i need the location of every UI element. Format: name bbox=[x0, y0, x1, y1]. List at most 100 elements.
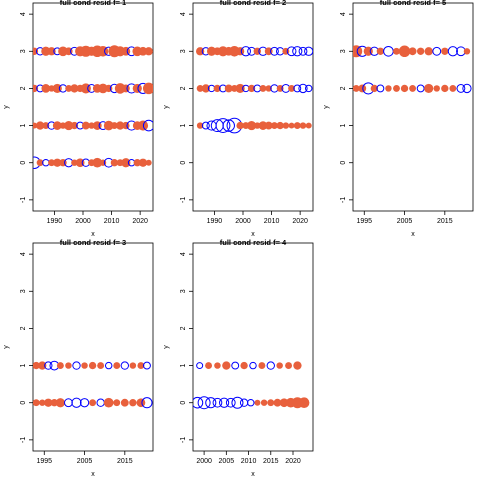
point-negative bbox=[225, 397, 236, 408]
points bbox=[196, 45, 313, 134]
y-tick-label: 0 bbox=[20, 161, 27, 165]
point-positive bbox=[265, 85, 272, 92]
point-positive bbox=[44, 398, 53, 407]
point-positive bbox=[393, 47, 400, 55]
x-tick-label: 2005 bbox=[397, 218, 413, 225]
y-tick-label: -1 bbox=[20, 197, 27, 203]
x-tick-label: 2005 bbox=[219, 458, 235, 465]
point-negative bbox=[239, 398, 249, 407]
point-positive bbox=[129, 362, 137, 369]
point-positive bbox=[400, 84, 409, 93]
point-positive bbox=[144, 47, 153, 56]
point-positive bbox=[142, 82, 153, 95]
point-negative bbox=[205, 397, 217, 409]
y-tick-label: 4 bbox=[340, 12, 347, 16]
point-positive bbox=[463, 48, 471, 55]
point-positive bbox=[424, 47, 433, 56]
point-positive bbox=[120, 398, 129, 407]
y-axis-label: y bbox=[3, 105, 10, 109]
y-tick-label: 0 bbox=[180, 401, 187, 405]
point-positive bbox=[267, 399, 275, 407]
x-tick-label: 2000 bbox=[196, 458, 212, 465]
point-positive bbox=[270, 122, 278, 130]
point-positive bbox=[103, 120, 114, 131]
point-negative bbox=[286, 46, 297, 57]
point-positive bbox=[110, 122, 118, 130]
point-negative bbox=[71, 397, 82, 408]
point-positive bbox=[145, 159, 152, 166]
point-negative bbox=[215, 118, 231, 133]
point-positive bbox=[70, 84, 79, 93]
y-tick-label: 2 bbox=[20, 86, 27, 90]
point-positive bbox=[299, 122, 307, 129]
point-negative bbox=[142, 119, 153, 132]
y-tick-label: 4 bbox=[20, 252, 27, 256]
point-negative bbox=[212, 397, 223, 408]
y-tick-label: 0 bbox=[340, 161, 347, 165]
y-tick-label: 2 bbox=[180, 326, 187, 330]
point-positive bbox=[47, 47, 56, 56]
point-positive bbox=[114, 83, 126, 94]
x-tick-label: 2020 bbox=[292, 218, 308, 225]
point-positive bbox=[41, 84, 51, 93]
point-positive bbox=[214, 362, 221, 369]
x-tick-label: 2000 bbox=[235, 218, 251, 225]
x-tick-label: 2015 bbox=[437, 218, 453, 225]
point-negative bbox=[292, 46, 303, 57]
point-positive bbox=[71, 159, 78, 166]
point-positive bbox=[258, 362, 266, 370]
point-positive bbox=[258, 121, 268, 130]
point-negative bbox=[42, 158, 50, 167]
point-positive bbox=[39, 399, 46, 406]
x-tick-label: 2010 bbox=[241, 458, 257, 465]
point-positive bbox=[92, 157, 103, 168]
point-positive bbox=[132, 83, 142, 94]
x-tick-label: 2010 bbox=[264, 218, 280, 225]
point-positive bbox=[196, 47, 205, 56]
point-negative bbox=[376, 84, 385, 93]
point-positive bbox=[224, 84, 233, 93]
point-negative bbox=[416, 84, 425, 93]
point-positive bbox=[196, 122, 204, 129]
point-positive bbox=[298, 397, 310, 409]
point-positive bbox=[254, 122, 261, 129]
point-positive bbox=[222, 361, 231, 370]
point-positive bbox=[55, 398, 65, 408]
point-positive bbox=[206, 46, 217, 56]
point-positive bbox=[98, 83, 108, 94]
point-positive bbox=[408, 47, 417, 56]
point-positive bbox=[97, 362, 105, 370]
point-negative bbox=[231, 361, 240, 370]
x-tick-label: 2015 bbox=[117, 458, 133, 465]
x-tick-label: 1995 bbox=[36, 458, 52, 465]
point-positive bbox=[398, 45, 411, 58]
y-tick-label: 3 bbox=[340, 49, 347, 53]
point-positive bbox=[33, 361, 40, 370]
point-positive bbox=[33, 399, 40, 407]
point-positive bbox=[279, 398, 289, 408]
point-positive bbox=[70, 121, 79, 130]
point-negative bbox=[44, 361, 53, 370]
panel-3: full cond resid f= 5 1995 2005 2015 x -1 0 1 2 3 4… bbox=[323, 0, 474, 238]
x-tick-label: 1995 bbox=[356, 218, 372, 225]
y-tick-label: 1 bbox=[20, 364, 27, 368]
point-positive bbox=[113, 399, 121, 407]
points bbox=[33, 45, 153, 169]
panel-title: full cond resid f= 4 bbox=[220, 238, 287, 247]
y-tick-label: 1 bbox=[340, 124, 347, 128]
x-tick-label: 2020 bbox=[132, 218, 148, 225]
y-tick-label: 1 bbox=[20, 124, 27, 128]
plot-frame bbox=[32, 242, 154, 452]
y-axis-label: y bbox=[3, 345, 10, 349]
y-tick-label: 1 bbox=[180, 364, 187, 368]
point-positive bbox=[441, 84, 449, 93]
point-positive bbox=[103, 397, 114, 408]
point-positive bbox=[122, 121, 130, 130]
point-negative bbox=[96, 398, 105, 407]
point-positive bbox=[56, 362, 64, 370]
point-positive bbox=[36, 121, 45, 130]
points bbox=[33, 360, 153, 409]
point-positive bbox=[433, 85, 440, 92]
y-axis-label: y bbox=[163, 345, 170, 349]
point-positive bbox=[305, 122, 312, 129]
